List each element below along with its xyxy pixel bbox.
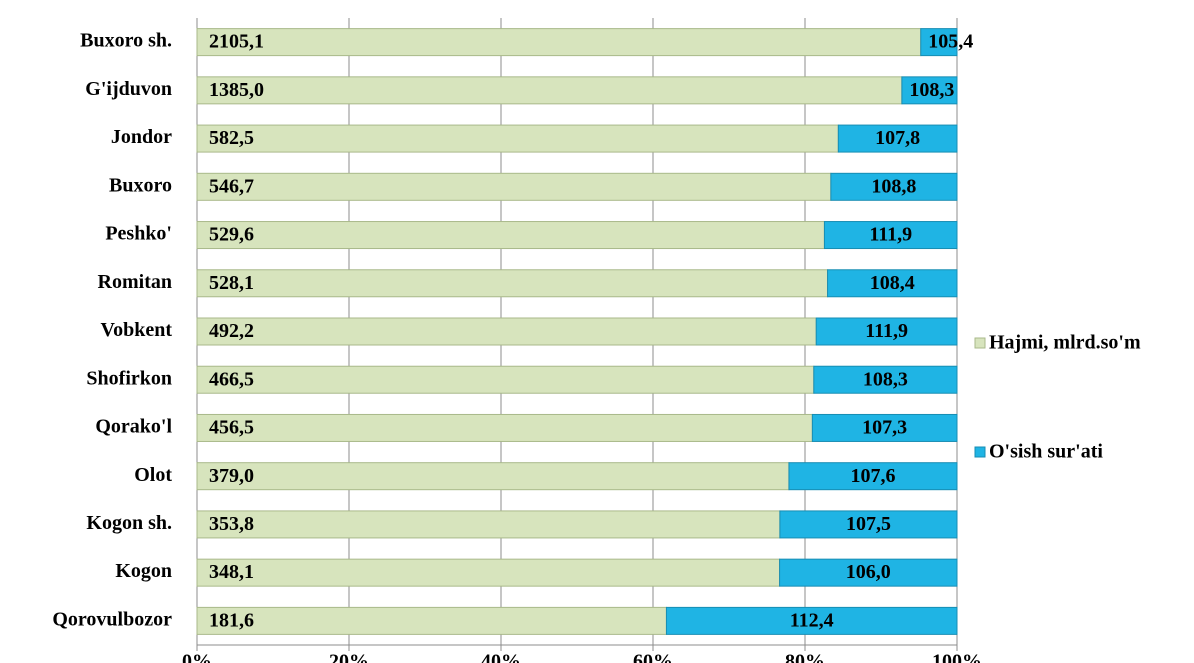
bar-segment [196,172,832,201]
data-label: 348,1 [209,561,254,583]
y-tick-label: Buxoro [109,174,172,196]
y-tick-label: Romitan [98,271,172,293]
data-label: 107,6 [850,465,895,487]
bar-segment [788,462,958,491]
data-label: 111,9 [869,224,912,246]
bar-segment [779,510,958,539]
data-label: 108,3 [863,368,908,390]
bar-segment [920,28,958,57]
x-tick-label: 100% [932,651,982,663]
y-tick-label: Jondor [111,126,172,148]
y-tick-label: Qorovulbozor [52,608,172,630]
y-tick-label: Vobkent [100,319,172,341]
data-label: 105,4 [928,31,973,53]
bar-segment [196,317,817,346]
bar-segment [827,269,958,298]
data-label: 2105,1 [209,31,264,53]
data-label: 108,8 [871,175,916,197]
x-tick-label: 60% [633,651,673,663]
bar-segment [815,317,958,346]
legend-swatch [974,446,986,458]
y-tick-label: G'ijduvon [85,78,172,100]
bar-segment [813,365,958,394]
bar-segment [837,124,958,153]
y-tick-label: Olot [134,464,172,486]
data-label: 111,9 [865,320,908,342]
bar-segment [811,413,958,442]
legend-swatch [974,337,986,349]
bar-segment [196,606,667,635]
data-label: 112,4 [790,609,834,631]
bar-segment [196,365,815,394]
bar-segment [901,76,958,105]
data-label: 107,3 [862,417,907,439]
data-label: 582,5 [209,127,254,149]
data-label: 492,2 [209,320,254,342]
bar-segment [196,76,903,105]
data-label: 456,5 [209,417,254,439]
data-label: 529,6 [209,224,254,246]
x-tick-label: 0% [182,651,212,663]
data-label: 466,5 [209,368,254,390]
data-label: 528,1 [209,272,254,294]
data-label: 181,6 [209,609,254,631]
data-label: 108,3 [909,79,954,101]
data-label: 107,5 [846,513,891,535]
bar-segment [196,413,813,442]
y-tick-label: Shofirkon [86,367,172,389]
x-tick-label: 40% [481,651,521,663]
data-label: 107,8 [875,127,920,149]
bar-segment [830,172,958,201]
bar-segment [779,558,958,587]
bar-segment [196,28,922,57]
y-tick-label: Kogon [115,560,172,582]
bar-segment [196,510,781,539]
legend-label: Hajmi, mlrd.so'm [989,332,1141,354]
data-label: 1385,0 [209,79,264,101]
bar-segment [665,606,958,635]
y-tick-label: Qorako'l [95,416,172,438]
data-label: 546,7 [209,175,254,197]
x-tick-label: 20% [329,651,369,663]
data-label: 353,8 [209,513,254,535]
y-tick-label: Buxoro sh. [80,30,172,52]
bar-segment [196,124,839,153]
data-label: 106,0 [846,561,891,583]
data-label: 108,4 [870,272,915,294]
bar-segment [196,221,825,250]
legend-label: O'sish sur'ati [989,441,1103,463]
bar-segment [196,558,781,587]
y-tick-label: Kogon sh. [86,512,172,534]
x-tick-label: 80% [785,651,825,663]
bar-segment [823,221,958,250]
data-label: 379,0 [209,465,254,487]
bar-segment [196,269,829,298]
y-tick-label: Peshko' [105,223,172,245]
bar-segment [196,462,790,491]
